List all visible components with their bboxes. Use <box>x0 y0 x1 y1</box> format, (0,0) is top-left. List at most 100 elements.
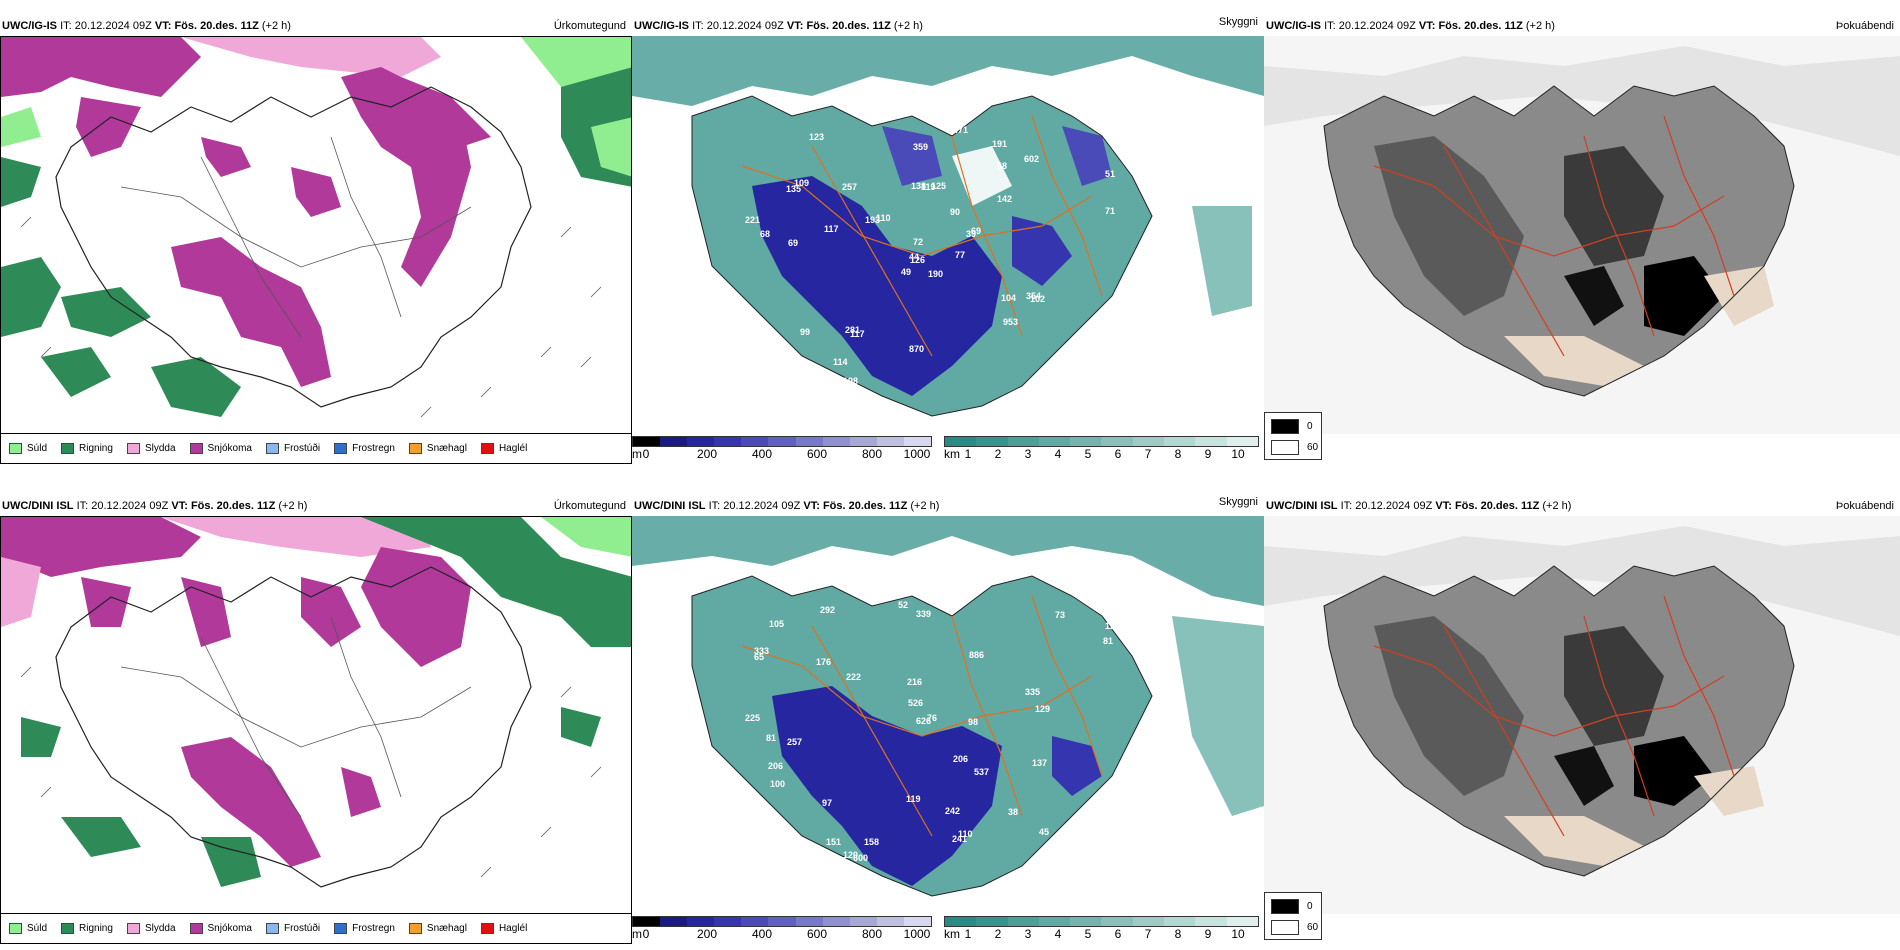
visibility-value-label: 138 <box>911 181 926 191</box>
visibility-value-label: 225 <box>745 713 760 723</box>
legend-swatch <box>334 923 348 934</box>
visibility-value-label: 77 <box>955 250 965 260</box>
panel-header: UWC/DINI ISL IT: 20.12.2024 09Z VT: Fös.… <box>2 500 626 516</box>
tick-label: 3 <box>1024 927 1032 941</box>
visibility-value-label: 281 <box>845 325 860 335</box>
fog-map <box>1264 36 1900 434</box>
fog-legend-swatch <box>1271 899 1299 914</box>
it-label: IT: <box>60 20 72 32</box>
visibility-value-label: 237 <box>1094 350 1109 360</box>
vis-m-ticks: m 0 200 400 600 800 1000 <box>632 447 932 461</box>
vt-label: VT: <box>1418 20 1436 32</box>
legend-label: Snæhagl <box>426 923 467 934</box>
colorbar-segment <box>1101 917 1133 926</box>
legend-swatch <box>480 443 494 454</box>
visibility-value-label: 190 <box>928 269 943 279</box>
model-name: UWC/IG-IS <box>1266 20 1321 32</box>
tick-label: 6 <box>1114 927 1122 941</box>
fog-legend-value: 60 <box>1307 442 1319 453</box>
colorbar-segment <box>795 437 823 446</box>
legend-item: Snæhagl <box>408 923 467 934</box>
it-value: 20.12.2024 09Z <box>1355 500 1433 512</box>
colorbar-segment <box>849 917 877 926</box>
fog-legend-value: 60 <box>1307 922 1319 933</box>
vis-m-colorbar-strip <box>632 916 932 927</box>
colorbar-segment <box>976 437 1008 446</box>
tick-label: 200 <box>696 447 718 461</box>
tick-label: 7 <box>1144 447 1152 461</box>
tick-label: 10 <box>1231 447 1245 461</box>
tick-label: 0 <box>642 447 650 461</box>
colorbar-segment <box>876 917 904 926</box>
colorbar-segment <box>1132 437 1165 446</box>
tick-label: 800 <box>861 927 883 941</box>
colorbar-segment <box>768 917 796 926</box>
visibility-value-label: 111 <box>1073 863 1087 873</box>
colorbar-segment <box>1038 917 1071 926</box>
visibility-value-label: 99 <box>800 327 810 337</box>
fog-legend-value: 0 <box>1307 421 1313 432</box>
legend-label: Slydda <box>144 923 176 934</box>
visibility-value-label: 69 <box>807 384 817 394</box>
visibility-value-label: 193 <box>865 215 880 225</box>
colorbar-segment <box>741 437 769 446</box>
fog-panel: UWC/DINI ISL IT: 20.12.2024 09Z VT: Fös.… <box>1264 480 1900 950</box>
visibility-value-label: 69 <box>788 238 798 248</box>
fog-legend-value: 0 <box>1307 901 1313 912</box>
legend-item: Frostregn <box>334 923 395 934</box>
visibility-value-label: 181 <box>772 355 787 365</box>
colorbar-segment <box>1195 437 1227 446</box>
visibility-value-label: 81 <box>1103 636 1113 646</box>
tick-label: 9 <box>1204 927 1212 941</box>
vis-m-ticks: m 0 200 400 600 800 1000 <box>632 927 932 941</box>
colorbar-segment <box>903 437 932 446</box>
lead-time: (+2 h) <box>278 500 308 512</box>
tick-label: 9 <box>1204 447 1212 461</box>
it-value: 20.12.2024 09Z <box>706 20 784 32</box>
it-value: 20.12.2024 09Z <box>723 500 801 512</box>
legend-item: Snjókoma <box>189 443 252 454</box>
vt-value: Fös. 20.des. 11Z <box>190 500 276 512</box>
vt-value: Fös. 20.des. 11Z <box>1454 500 1540 512</box>
vt-label: VT: <box>154 20 172 32</box>
colorbar-segment <box>687 917 715 926</box>
colorbar-segment <box>795 917 823 926</box>
tick-label: 400 <box>751 447 773 461</box>
colorbar-segment <box>903 917 932 926</box>
visibility-value-label: 537 <box>974 767 989 777</box>
legend-label: Haglél <box>498 923 528 934</box>
colorbar-segment <box>1164 437 1196 446</box>
visibility-value-label: 147 <box>1068 379 1083 389</box>
visibility-value-label: 39 <box>966 229 976 239</box>
legend-label: Frostregn <box>352 443 395 454</box>
visibility-value-label: 886 <box>969 650 984 660</box>
visibility-value-label: 600 <box>853 853 868 863</box>
visibility-value-label: 106 <box>798 854 813 864</box>
visibility-value-label: 126 <box>910 255 925 265</box>
visibility-value-label: 870 <box>909 344 924 354</box>
legend-item: Slydda <box>126 443 176 454</box>
fog-legend: 0 60 <box>1264 892 1322 940</box>
legend-swatch <box>480 923 494 934</box>
vt-value: Fös. 20.des. 11Z <box>174 20 259 32</box>
vis-m-colorbar-strip <box>632 436 932 447</box>
visibility-value-label: 191 <box>992 139 1007 149</box>
visibility-value-label: 73 <box>1055 610 1065 620</box>
vis-km-ticks: km 1 2 3 4 5 6 7 8 9 10 <box>944 927 1259 941</box>
visibility-value-label: 45 <box>1039 827 1049 837</box>
legend-swatch <box>189 923 203 934</box>
fog-legend-swatch <box>1271 920 1299 935</box>
panel-title: Þokuábendi <box>1835 500 1894 512</box>
colorbar-segment <box>1101 437 1133 446</box>
panel-title: Skyggni <box>1218 16 1258 28</box>
colorbar-segment <box>633 437 661 446</box>
colorbar-segment <box>876 437 904 446</box>
model-name: UWC/DINI ISL <box>1266 500 1338 512</box>
vt-value: Fös. 20.des. 11Z <box>822 500 908 512</box>
it-value: 20.12.2024 09Z <box>1338 20 1416 32</box>
visibility-value-label: 105 <box>769 619 784 629</box>
fog-legend-swatch <box>1271 440 1299 455</box>
visibility-map: 190 135 126 181 39 117 191 125 58 77 123 121 69 51 49 1… <box>632 36 1264 434</box>
legend-swatch <box>189 443 203 454</box>
visibility-value-label: 97 <box>822 798 832 808</box>
